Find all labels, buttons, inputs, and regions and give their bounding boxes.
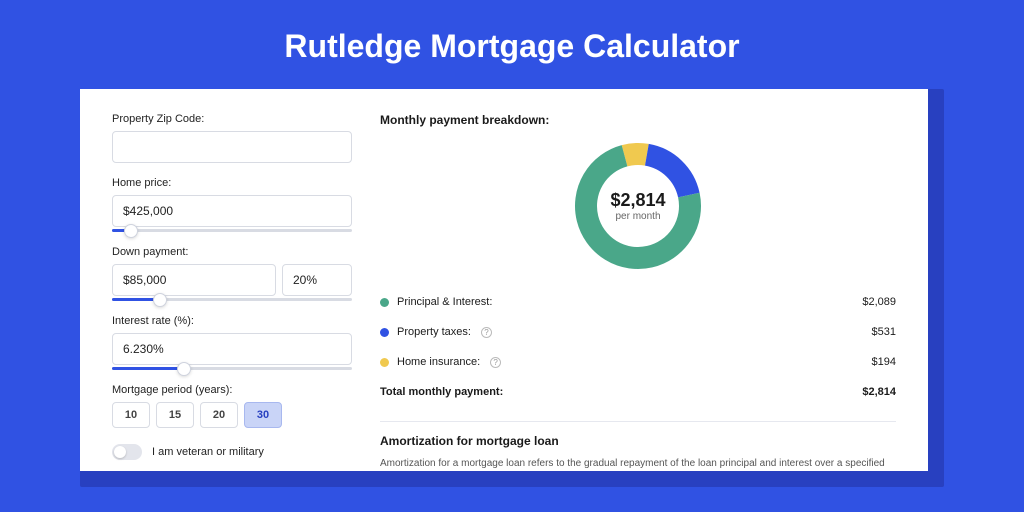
period-field: Mortgage period (years): 10152030 [112, 384, 352, 428]
legend-row-total: Total monthly payment: $2,814 [380, 377, 896, 407]
rate-slider-thumb[interactable] [177, 362, 191, 376]
rate-slider[interactable] [112, 367, 352, 370]
veteran-toggle-knob [114, 446, 126, 458]
price-field: Home price: [112, 177, 352, 232]
legend-value: $194 [872, 356, 896, 368]
price-input[interactable] [112, 195, 352, 227]
veteran-toggle[interactable] [112, 444, 142, 460]
donut-chart: $2,814 per month [573, 141, 703, 271]
down-slider-thumb[interactable] [153, 293, 167, 307]
period-label: Mortgage period (years): [112, 384, 352, 396]
zip-label: Property Zip Code: [112, 113, 352, 125]
calculator-card: Property Zip Code: Home price: Down paym… [80, 89, 928, 471]
price-label: Home price: [112, 177, 352, 189]
legend-value: $531 [872, 326, 896, 338]
legend-label: Principal & Interest: [397, 296, 492, 308]
veteran-field: I am veteran or military [112, 444, 352, 460]
veteran-label: I am veteran or military [152, 446, 264, 458]
page-title: Rutledge Mortgage Calculator [0, 0, 1024, 89]
period-btn-30[interactable]: 30 [244, 402, 282, 428]
period-btn-10[interactable]: 10 [112, 402, 150, 428]
breakdown-column: Monthly payment breakdown: $2,814 per mo… [380, 113, 896, 471]
info-icon[interactable]: ? [490, 357, 501, 368]
donut-area: $2,814 per month [380, 137, 896, 287]
card-shadow-frame: Property Zip Code: Home price: Down paym… [80, 89, 944, 487]
rate-input[interactable] [112, 333, 352, 365]
amort-text: Amortization for a mortgage loan refers … [380, 456, 896, 471]
legend-dot [380, 298, 389, 307]
form-column: Property Zip Code: Home price: Down paym… [112, 113, 352, 471]
down-slider[interactable] [112, 298, 352, 301]
divider [380, 421, 896, 422]
donut-center-label: per month [610, 211, 665, 222]
info-icon[interactable]: ? [481, 327, 492, 338]
donut-center-value: $2,814 [610, 190, 665, 211]
legend-dot [380, 358, 389, 367]
amort-title: Amortization for mortgage loan [380, 434, 896, 448]
price-slider[interactable] [112, 229, 352, 232]
legend-row: Principal & Interest: $2,089 [380, 287, 896, 317]
legend-total-label: Total monthly payment: [380, 386, 503, 398]
zip-input[interactable] [112, 131, 352, 163]
donut-center: $2,814 per month [610, 190, 665, 222]
period-btn-20[interactable]: 20 [200, 402, 238, 428]
legend-value: $2,089 [862, 296, 896, 308]
zip-field: Property Zip Code: [112, 113, 352, 163]
legend: Principal & Interest: $2,089 Property taxe… [380, 287, 896, 377]
period-btn-15[interactable]: 15 [156, 402, 194, 428]
price-slider-thumb[interactable] [124, 224, 138, 238]
down-pct-input[interactable] [282, 264, 352, 296]
legend-label: Home insurance: [397, 356, 480, 368]
down-label: Down payment: [112, 246, 352, 258]
legend-row: Home insurance:? $194 [380, 347, 896, 377]
legend-dot [380, 328, 389, 337]
legend-label: Property taxes: [397, 326, 471, 338]
rate-label: Interest rate (%): [112, 315, 352, 327]
down-amount-input[interactable] [112, 264, 276, 296]
period-options: 10152030 [112, 402, 352, 428]
rate-field: Interest rate (%): [112, 315, 352, 370]
breakdown-title: Monthly payment breakdown: [380, 113, 896, 127]
down-field: Down payment: [112, 246, 352, 301]
legend-total-value: $2,814 [862, 386, 896, 398]
rate-slider-fill [112, 367, 184, 370]
legend-row: Property taxes:? $531 [380, 317, 896, 347]
